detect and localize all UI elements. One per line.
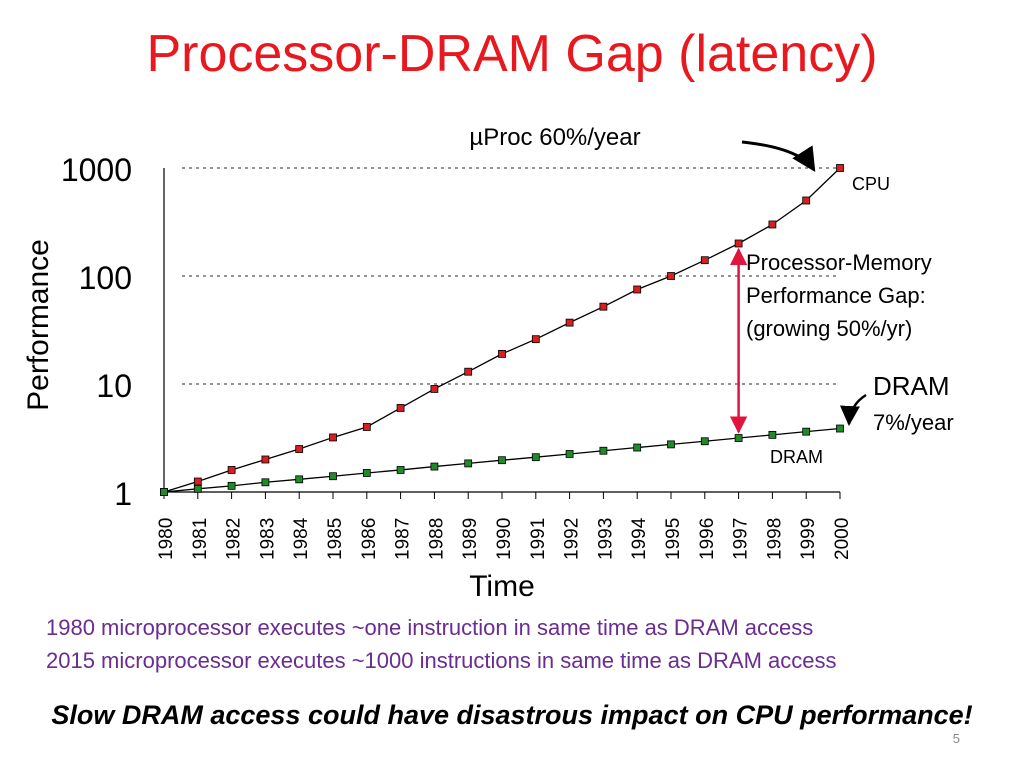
annotations: µProc 60%/year CPU Processor-Memory Perform… <box>469 124 953 467</box>
footer-statement: Slow DRAM access could have disastrous i… <box>51 700 973 730</box>
dram-point-1986 <box>362 469 371 477</box>
cpu-point-1986 <box>362 423 371 431</box>
y-tick-label-10: 10 <box>96 368 132 404</box>
note-1980: 1980 microprocessor executes ~one instru… <box>46 615 814 640</box>
gap-label-line-1: Processor-Memory <box>746 250 932 275</box>
dram-point-1997 <box>734 434 743 442</box>
y-tick-label-1000: 1000 <box>61 152 132 188</box>
x-tick-label-1985: 1985 <box>325 518 346 560</box>
x-tick-label-1980: 1980 <box>156 518 177 560</box>
dram-point-1985 <box>329 472 337 481</box>
page-number: 5 <box>952 731 960 746</box>
y-tick-label-1: 1 <box>114 476 132 512</box>
x-tick-label-2000: 2000 <box>832 518 853 560</box>
x-tick-label-1991: 1991 <box>528 518 549 560</box>
x-tick-label-1986: 1986 <box>359 518 380 560</box>
dram-point-1999 <box>802 427 811 436</box>
dram-point-1982 <box>227 481 236 490</box>
x-tick-label-1992: 1992 <box>562 518 583 560</box>
x-tick-label-1987: 1987 <box>393 518 414 560</box>
x-tick-label-1995: 1995 <box>663 518 684 560</box>
cpu-series-label: CPU <box>852 174 890 194</box>
x-tick-label-1994: 1994 <box>629 517 650 560</box>
dram-point-2000 <box>836 424 844 433</box>
cpu-point-1983 <box>261 455 270 464</box>
gap-label-line-2: Performance Gap: <box>746 283 926 308</box>
dram-point-1988 <box>430 462 439 471</box>
note-2015: 2015 microprocessor executes ~1000 instr… <box>46 648 837 673</box>
x-tick-label-1982: 1982 <box>224 518 245 560</box>
cpu-point-1984 <box>295 445 304 453</box>
x-tick-label-1997: 1997 <box>731 518 752 560</box>
cpu-point-1992 <box>565 318 574 327</box>
x-tick-label-1998: 1998 <box>764 518 785 560</box>
y-tick-label-100: 100 <box>79 260 132 296</box>
dram-point-1998 <box>768 430 777 439</box>
cpu-point-1981 <box>193 477 202 486</box>
cpu-point-2000 <box>836 164 844 172</box>
x-tick-label-1999: 1999 <box>798 518 819 560</box>
dram-point-1994 <box>633 443 642 452</box>
cpu-point-1995 <box>667 272 675 280</box>
x-axis-label: Time <box>469 570 535 603</box>
cpu-growth-label: µProc 60%/year <box>469 124 640 151</box>
cpu-point-1998 <box>768 220 777 229</box>
gridlines <box>182 167 840 385</box>
cpu-point-1993 <box>599 302 608 311</box>
x-tick-label-1993: 1993 <box>595 518 616 560</box>
cpu-point-1982 <box>227 466 236 474</box>
x-tick-label-1983: 1983 <box>257 518 278 560</box>
dram-series-label: DRAM <box>770 447 823 467</box>
dram-point-1983 <box>261 478 270 487</box>
axes: 1 10 100 1000 1980 1981 1982 1983 1984 1985 1986 19… <box>22 152 853 603</box>
x-tick-label-1984: 1984 <box>291 517 312 560</box>
dram-point-1981 <box>193 484 202 493</box>
processor-dram-gap-chart: 1 10 100 1000 1980 1981 1982 1983 1984 1985 1986 19… <box>22 124 954 603</box>
cpu-point-1996 <box>700 256 709 265</box>
cpu-point-1990 <box>498 349 506 358</box>
series <box>160 164 844 496</box>
dram-point-1980 <box>160 488 168 496</box>
cpu-point-1988 <box>430 385 439 393</box>
cpu-point-1999 <box>802 196 811 205</box>
dram-point-1992 <box>565 450 574 458</box>
x-tick-label-1988: 1988 <box>426 518 447 560</box>
x-tick-label-1996: 1996 <box>697 518 718 560</box>
cpu-point-1989 <box>464 367 473 376</box>
dram-point-1984 <box>295 475 304 484</box>
dram-point-1990 <box>498 456 506 465</box>
dram-point-1995 <box>667 440 675 449</box>
cpu-point-1997 <box>734 239 743 248</box>
slide-title: Processor-DRAM Gap (latency) <box>146 25 878 83</box>
cpu-point-1985 <box>329 433 337 442</box>
x-tick-label-1990: 1990 <box>494 518 515 560</box>
dram-point-1993 <box>599 446 608 455</box>
dram-point-1996 <box>700 437 709 446</box>
dram-point-1987 <box>396 466 405 474</box>
dram-point-1991 <box>531 453 540 462</box>
cpu-point-1994 <box>633 285 642 294</box>
x-tick-label-1981: 1981 <box>190 518 211 560</box>
cpu-point-1987 <box>396 404 405 412</box>
y-axis-label: Performance <box>22 239 55 411</box>
dram-growth-arrow <box>839 393 867 426</box>
dram-growth-label: 7%/year <box>873 410 954 435</box>
gap-label-line-3: (growing 50%/yr) <box>746 316 912 341</box>
cpu-growth-arrow <box>741 140 816 173</box>
x-tick-label-1989: 1989 <box>460 518 481 560</box>
dram-name-label: DRAM <box>873 371 950 401</box>
dram-point-1989 <box>464 459 473 468</box>
cpu-point-1991 <box>531 335 540 344</box>
